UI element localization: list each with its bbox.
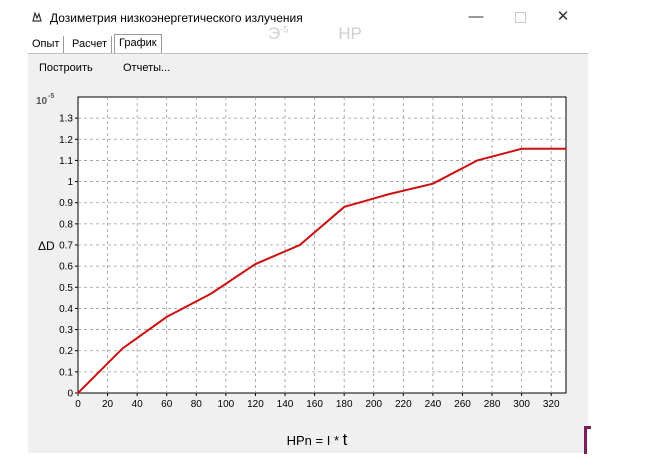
y-tick-label: 0.8	[59, 219, 73, 230]
y-tick-label: 0	[67, 389, 73, 400]
y-multiplier-exponent: -5	[48, 93, 54, 100]
x-tick-label: 220	[395, 399, 412, 410]
x-tick-label: 180	[336, 399, 353, 410]
y-tick-label: 0.9	[59, 198, 73, 209]
data-point	[520, 148, 523, 150]
tab-experiment[interactable]: Опыт	[28, 36, 65, 53]
text-cursor-dot	[584, 426, 591, 429]
x-axis-label-var: t	[343, 430, 348, 449]
window-title: Дозиметрия низкоэнергетического излучени…	[50, 11, 303, 25]
build-button[interactable]: Построить	[39, 62, 93, 74]
y-tick-label: 1.1	[59, 156, 73, 167]
data-point	[432, 182, 434, 185]
tab-graph[interactable]: График	[114, 34, 162, 54]
x-tick-label: 260	[454, 399, 471, 410]
data-point	[476, 159, 479, 162]
x-axis-label: HPn = I * t	[287, 430, 348, 449]
x-tick-label: 0	[75, 399, 81, 410]
reports-button[interactable]: Отчеты...	[123, 62, 171, 74]
x-tick-label: 120	[247, 399, 264, 410]
y-tick-label: 0.3	[59, 325, 73, 336]
y-tick-label: 0.1	[59, 367, 73, 378]
ghost-title: Э	[268, 24, 281, 43]
y-axis-label: ΔD	[38, 239, 55, 253]
data-point	[387, 193, 390, 196]
x-tick-label: 240	[425, 399, 442, 410]
y-tick-label: 0.5	[59, 283, 73, 294]
app-window: Дозиметрия низкоэнергетического излучени…	[28, 6, 588, 453]
x-tick-label: 40	[132, 399, 144, 410]
x-tick-label: 20	[102, 399, 114, 410]
x-tick-label: 160	[306, 399, 323, 410]
data-point	[299, 244, 301, 246]
x-tick-label: 280	[484, 399, 501, 410]
series-line	[77, 147, 566, 394]
data-point	[210, 292, 212, 295]
x-tick-label: 100	[218, 399, 235, 410]
ghost-exponent: -5	[280, 24, 289, 35]
x-tick-label: 80	[191, 399, 203, 410]
x-tick-label: 320	[543, 399, 560, 410]
tab-calculation[interactable]: Расчет	[68, 36, 112, 53]
data-point	[165, 316, 168, 318]
text-cursor-mark	[584, 426, 587, 454]
y-tick-label: 0.4	[59, 304, 73, 315]
y-tick-label: 1.2	[59, 135, 73, 146]
x-tick-label: 200	[365, 399, 382, 410]
data-point	[121, 347, 124, 350]
ghost-overlay-text: Э-5 HP	[268, 24, 362, 44]
title-bar[interactable]: Дозиметрия низкоэнергетического излучени…	[28, 6, 588, 28]
data-point	[343, 206, 345, 208]
y-tick-label: 0.2	[59, 346, 73, 357]
radiation-app-icon	[32, 12, 42, 22]
y-tick-label: 1	[67, 177, 73, 188]
data-point	[565, 148, 567, 150]
ghost-suffix: HP	[338, 24, 362, 43]
close-button[interactable]: ✕	[556, 8, 570, 25]
minimize-button[interactable]: —	[468, 8, 484, 25]
y-tick-label: 1.3	[59, 114, 73, 125]
maximize-button[interactable]	[500, 6, 540, 28]
x-tick-label: 60	[161, 399, 173, 410]
data-point	[77, 392, 79, 394]
x-tick-label: 300	[513, 399, 530, 410]
x-tick-label: 140	[277, 399, 294, 410]
data-point	[254, 263, 257, 265]
y-tick-label: 0.6	[59, 262, 73, 273]
y-multiplier-label: 10	[36, 96, 48, 107]
y-tick-label: 0.7	[59, 241, 73, 252]
maximize-icon	[514, 11, 526, 23]
